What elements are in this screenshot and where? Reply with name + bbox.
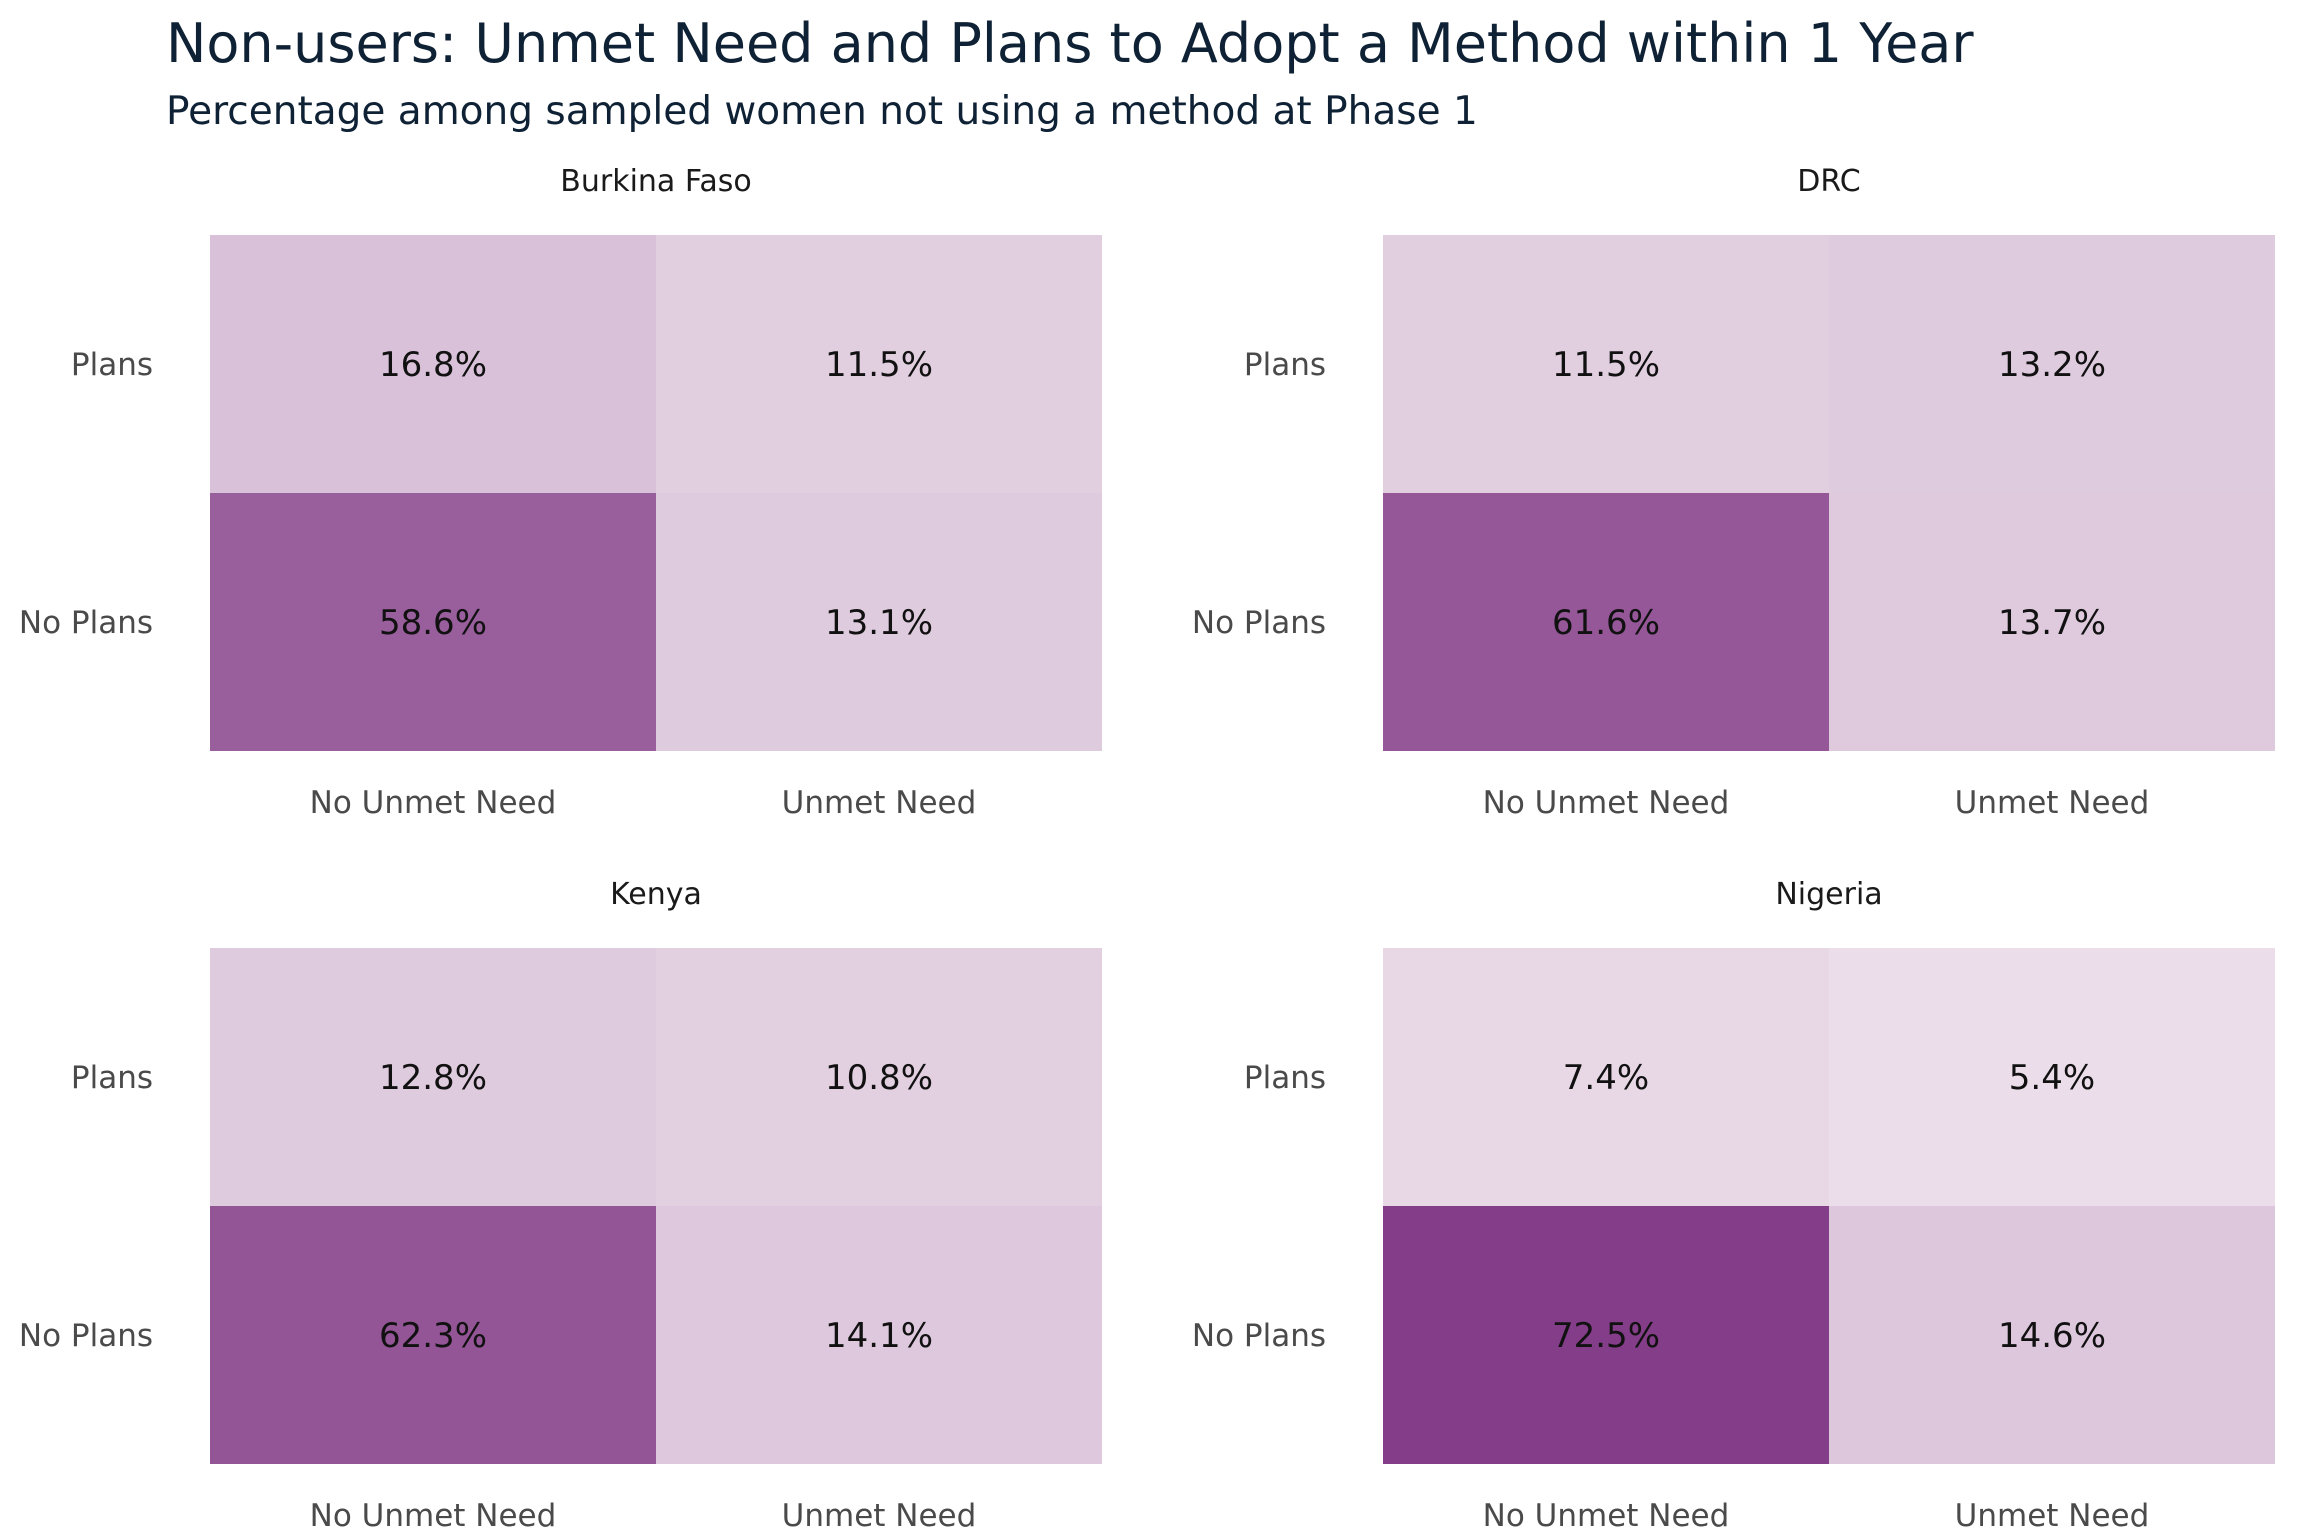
x-tick-label-nigeria-unmet-need: Unmet Need [1955,1498,2150,1534]
y-tick-label-drc-plans: Plans [1244,347,1326,383]
x-tick-label-drc-unmet-need: Unmet Need [1955,785,2150,821]
y-tick-label-drc-no-plans: No Plans [1192,605,1326,641]
chart-title: Non-users: Unmet Need and Plans to Adopt… [166,12,1974,75]
heatmap-cell-kenya-no-plans-no-unmet-need [210,1206,656,1464]
heatmap-cell-nigeria-no-plans-no-unmet-need [1383,1206,1829,1464]
x-tick-label-burkina-faso-no-unmet-need: No Unmet Need [310,785,557,821]
x-tick-label-nigeria-no-unmet-need: No Unmet Need [1483,1498,1730,1534]
y-tick-label-kenya-plans: Plans [71,1060,153,1096]
facet-title-nigeria: Nigeria [1775,877,1882,912]
x-tick-label-drc-no-unmet-need: No Unmet Need [1483,785,1730,821]
facet-nigeria: Nigeria 7.4% 5.4% 72.5% 14.6% Plans No Plans No… [1192,877,2275,1534]
facet-title-drc: DRC [1797,164,1860,199]
facet-burkina-faso: Burkina Faso 16.8% 11.5% 58.6% 13.1% Plans No … [19,164,1102,821]
facet-kenya: Kenya 12.8% 10.8% 62.3% 14.1% Plans No Plans No… [19,877,1102,1534]
heatmap-cell-burkina-faso-no-plans-unmet-need [656,493,1102,751]
cell-label-burkina-faso-plans-no-unmet-need: 16.8% [379,345,487,385]
x-tick-label-kenya-unmet-need: Unmet Need [782,1498,977,1534]
heatmap-cell-burkina-faso-plans-unmet-need [656,235,1102,493]
heatmap-cell-burkina-faso-plans-no-unmet-need [210,235,656,493]
x-tick-label-burkina-faso-unmet-need: Unmet Need [782,785,977,821]
x-tick-label-kenya-no-unmet-need: No Unmet Need [310,1498,557,1534]
cell-label-kenya-no-plans-unmet-need: 14.1% [825,1316,933,1356]
cell-label-drc-no-plans-no-unmet-need: 61.6% [1552,603,1660,643]
heatmap-cell-drc-no-plans-no-unmet-need [1383,493,1829,751]
cell-label-nigeria-no-plans-no-unmet-need: 72.5% [1552,1316,1660,1356]
heatmap-cell-drc-no-plans-unmet-need [1829,493,2275,751]
heatmap-cell-drc-plans-no-unmet-need [1383,235,1829,493]
heatmap-cell-nigeria-plans-unmet-need [1829,948,2275,1206]
cell-label-drc-plans-unmet-need: 13.2% [1998,345,2106,385]
chart-subtitle: Percentage among sampled women not using… [166,89,1478,134]
y-tick-label-nigeria-no-plans: No Plans [1192,1318,1326,1354]
facet-title-burkina-faso: Burkina Faso [560,164,751,199]
facets-group: Burkina Faso 16.8% 11.5% 58.6% 13.1% Plans No … [19,164,2275,1534]
cell-label-kenya-no-plans-no-unmet-need: 62.3% [379,1316,487,1356]
cell-label-burkina-faso-no-plans-no-unmet-need: 58.6% [379,603,487,643]
cell-label-nigeria-plans-no-unmet-need: 7.4% [1563,1058,1649,1098]
heatmap-cell-drc-plans-unmet-need [1829,235,2275,493]
y-tick-label-nigeria-plans: Plans [1244,1060,1326,1096]
cell-label-nigeria-plans-unmet-need: 5.4% [2009,1058,2095,1098]
facet-drc: DRC 11.5% 13.2% 61.6% 13.7% Plans No Plans No U… [1192,164,2275,821]
heatmap-cell-kenya-plans-unmet-need [656,948,1102,1206]
cell-label-drc-no-plans-unmet-need: 13.7% [1998,603,2106,643]
y-tick-label-burkina-faso-no-plans: No Plans [19,605,153,641]
cell-label-burkina-faso-plans-unmet-need: 11.5% [825,345,933,385]
cell-label-drc-plans-no-unmet-need: 11.5% [1552,345,1660,385]
cell-label-kenya-plans-unmet-need: 10.8% [825,1058,933,1098]
heatmap-cell-kenya-plans-no-unmet-need [210,948,656,1206]
y-tick-label-burkina-faso-plans: Plans [71,347,153,383]
cell-label-kenya-plans-no-unmet-need: 12.8% [379,1058,487,1098]
heatmap-cell-nigeria-no-plans-unmet-need [1829,1206,2275,1464]
heatmap-cell-nigeria-plans-no-unmet-need [1383,948,1829,1206]
facet-title-kenya: Kenya [610,877,702,912]
y-tick-label-kenya-no-plans: No Plans [19,1318,153,1354]
cell-label-nigeria-no-plans-unmet-need: 14.6% [1998,1316,2106,1356]
heatmap-cell-burkina-faso-no-plans-no-unmet-need [210,493,656,751]
cell-label-burkina-faso-no-plans-unmet-need: 13.1% [825,603,933,643]
heatmap-cell-kenya-no-plans-unmet-need [656,1206,1102,1464]
